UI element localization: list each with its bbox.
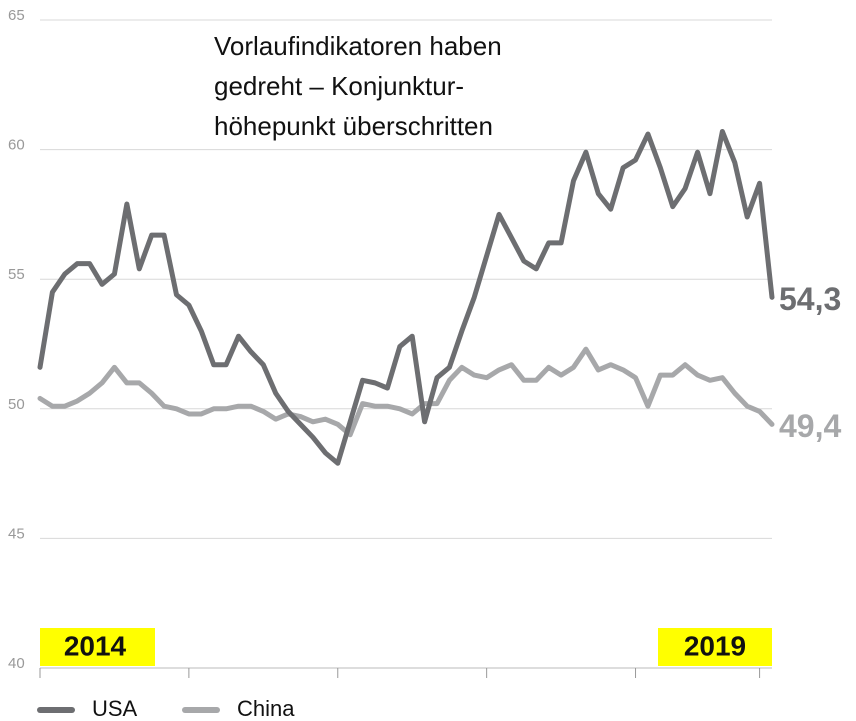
period-box [40, 628, 155, 666]
period-label: 2014 [64, 630, 127, 661]
y-tick-label: 55 [8, 266, 25, 283]
y-tick-label: 60 [8, 137, 25, 154]
series-line [37, 346, 775, 438]
annotation: Vorlaufindikatoren haben [214, 31, 502, 61]
legend-label: China [237, 696, 295, 721]
annotation: höhepunkt überschritten [214, 111, 493, 141]
annotation: gedreht – Konjunktur- [214, 71, 464, 101]
series-line [37, 128, 775, 466]
period-box [658, 628, 772, 666]
end-label: 54,3 [779, 281, 841, 317]
y-tick-label: 40 [8, 655, 25, 672]
y-tick-label: 50 [8, 396, 25, 413]
y-tick-label: 45 [8, 525, 25, 542]
y-tick-label: 65 [8, 7, 25, 24]
legend-label: USA [92, 696, 138, 721]
period-label: 2019 [684, 630, 746, 661]
end-label: 49,4 [779, 408, 841, 444]
